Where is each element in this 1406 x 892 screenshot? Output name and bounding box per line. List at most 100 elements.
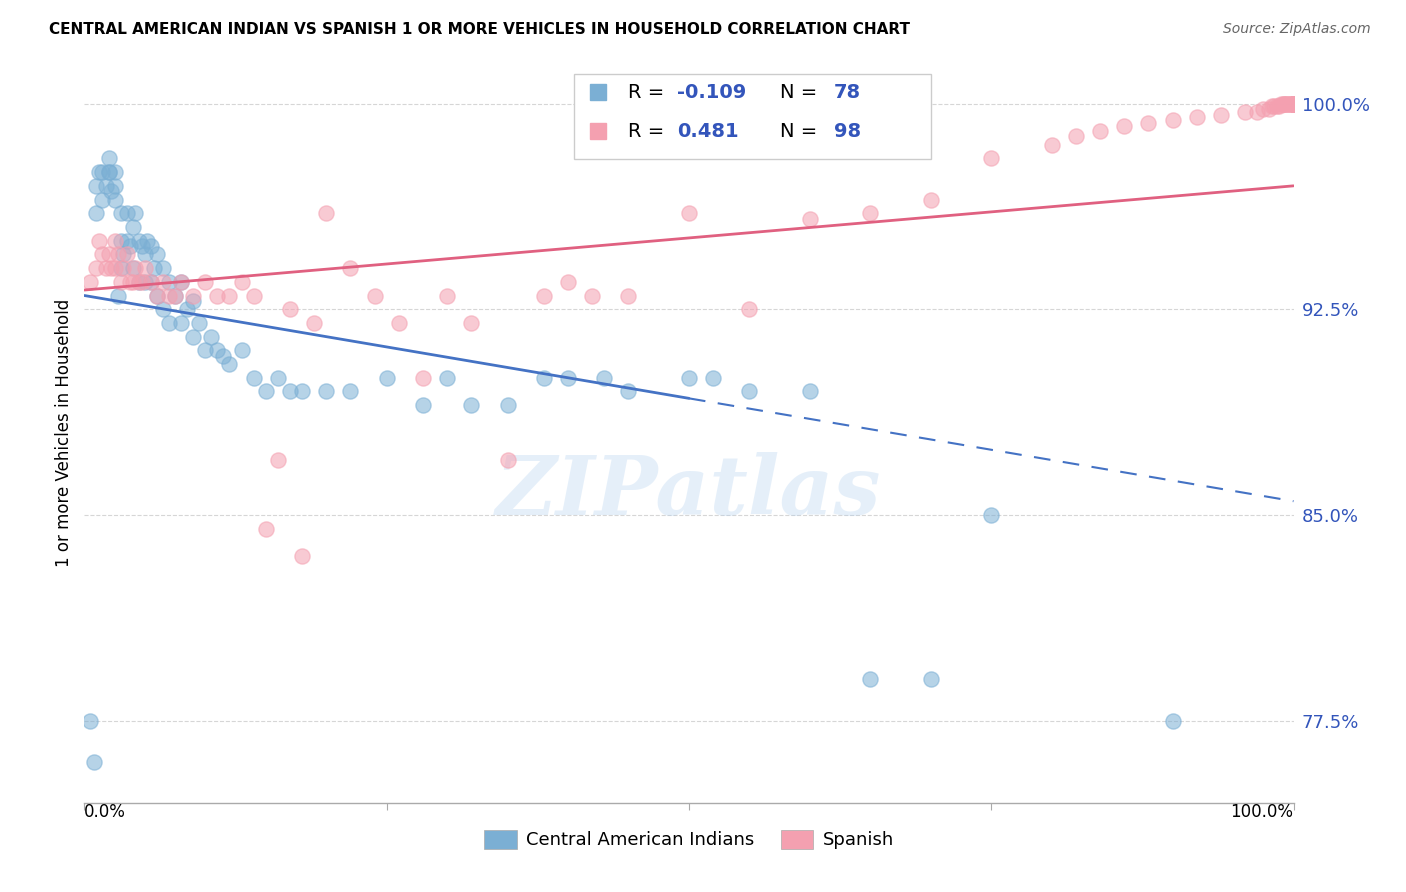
Point <box>104 165 127 179</box>
Point <box>136 234 159 248</box>
Point <box>1282 96 1305 111</box>
Point <box>218 288 240 302</box>
Point <box>460 398 482 412</box>
Point <box>1277 96 1299 111</box>
Point <box>581 288 603 302</box>
Point <box>188 316 211 330</box>
Point <box>302 316 325 330</box>
Point <box>170 316 193 330</box>
Point <box>83 755 105 769</box>
Point <box>128 275 150 289</box>
Point <box>920 673 942 687</box>
Point <box>315 206 337 220</box>
Point <box>363 288 385 302</box>
Point <box>107 288 129 302</box>
Point <box>112 261 135 276</box>
Point <box>617 288 640 302</box>
Point <box>291 549 314 563</box>
Point <box>176 302 198 317</box>
Point <box>412 371 434 385</box>
Point <box>97 152 120 166</box>
Text: ZIPatlas: ZIPatlas <box>496 452 882 532</box>
Point <box>131 239 153 253</box>
Point <box>339 261 361 276</box>
Point <box>678 206 700 220</box>
Point <box>1185 110 1208 124</box>
Point <box>533 371 555 385</box>
Point <box>1275 96 1298 111</box>
Point <box>100 184 122 198</box>
Point <box>121 261 143 276</box>
Point <box>212 349 235 363</box>
Point <box>1272 96 1295 111</box>
Point <box>181 288 204 302</box>
Point <box>1282 96 1305 111</box>
Point <box>436 371 458 385</box>
Point <box>1282 96 1305 111</box>
Point <box>91 165 114 179</box>
Text: 0.481: 0.481 <box>676 122 738 141</box>
Point <box>1246 104 1268 119</box>
Point <box>121 275 143 289</box>
Point <box>115 206 138 220</box>
Point <box>980 508 1002 522</box>
Point <box>146 288 169 302</box>
Point <box>170 275 193 289</box>
Point <box>1278 96 1301 111</box>
Point <box>557 371 579 385</box>
Point <box>242 371 264 385</box>
Point <box>617 384 640 399</box>
Point <box>100 261 122 276</box>
Text: 78: 78 <box>834 83 860 102</box>
Point <box>557 275 579 289</box>
Point <box>1114 119 1136 133</box>
Point <box>110 275 132 289</box>
Text: CENTRAL AMERICAN INDIAN VS SPANISH 1 OR MORE VEHICLES IN HOUSEHOLD CORRELATION C: CENTRAL AMERICAN INDIAN VS SPANISH 1 OR … <box>49 22 910 37</box>
Point <box>375 371 398 385</box>
Point <box>254 384 277 399</box>
Point <box>165 288 187 302</box>
Point <box>157 275 180 289</box>
Point <box>124 206 146 220</box>
Point <box>1263 99 1285 113</box>
Point <box>134 261 156 276</box>
Legend: Central American Indians, Spanish: Central American Indians, Spanish <box>477 823 901 856</box>
Point <box>1282 96 1305 111</box>
Point <box>91 193 114 207</box>
Point <box>278 302 301 317</box>
Point <box>91 247 114 261</box>
Point <box>267 371 290 385</box>
Point <box>231 275 253 289</box>
Point <box>94 261 117 276</box>
Point <box>496 453 519 467</box>
Point <box>242 288 264 302</box>
Text: R =: R = <box>628 122 671 141</box>
Point <box>104 261 127 276</box>
Point <box>97 247 120 261</box>
Point <box>157 288 180 302</box>
Point <box>267 453 290 467</box>
Point <box>86 206 108 220</box>
Text: R =: R = <box>628 83 671 102</box>
Point <box>1282 96 1305 111</box>
Point <box>152 302 174 317</box>
Point <box>738 384 761 399</box>
Point <box>170 275 193 289</box>
Point <box>1268 99 1291 113</box>
Point <box>104 193 127 207</box>
Point <box>1282 96 1305 111</box>
Point <box>859 673 882 687</box>
Point <box>339 384 361 399</box>
Point <box>1161 113 1184 128</box>
Point <box>593 371 616 385</box>
Point <box>1282 96 1305 111</box>
Point <box>1282 96 1305 111</box>
Point <box>107 247 129 261</box>
Point <box>1253 102 1275 116</box>
Point <box>1088 124 1111 138</box>
Point <box>110 234 132 248</box>
Point <box>134 247 156 261</box>
Point <box>120 275 142 289</box>
Point <box>79 275 101 289</box>
Point <box>1234 104 1257 119</box>
